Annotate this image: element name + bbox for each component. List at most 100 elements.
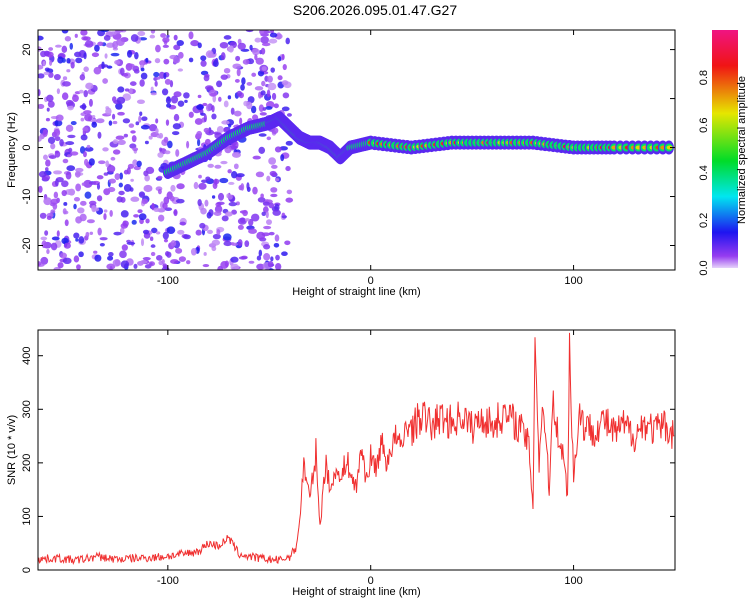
spectrogram-cell [172, 123, 182, 130]
spectrogram-cell [252, 186, 258, 195]
spectrogram-cell [121, 244, 128, 251]
spectrogram-cell [242, 59, 250, 65]
spectrogram-cell [137, 30, 146, 37]
spectrogram-cell [80, 30, 88, 36]
spectrogram-cell [103, 35, 111, 41]
spectrogram-cell [80, 134, 88, 141]
spectrogram-cell [172, 56, 181, 64]
spectrogram-cell [124, 88, 130, 92]
spectrogram-cell [222, 127, 228, 133]
spectrogram-cell [84, 40, 94, 48]
spectrogram-cell [135, 121, 140, 126]
spectrogram-cell [166, 34, 170, 38]
spectrogram-cell [150, 244, 156, 248]
spectrogram-cell [102, 78, 109, 84]
spectrogram-cell [155, 76, 161, 80]
spectrogram-cell [78, 89, 84, 94]
spectrogram-cell [119, 250, 127, 259]
spectrogram-cell [233, 163, 239, 170]
spectrogram-cell [62, 208, 67, 215]
spectrogram-cell [223, 100, 229, 108]
spectrogram-cell [61, 45, 68, 53]
spectrogram-xtick-label: -100 [157, 275, 179, 287]
spectrogram-cell [235, 55, 241, 62]
spectrogram-cell [197, 94, 202, 99]
spectrogram-cell [258, 249, 263, 257]
spectrogram-cell [266, 175, 271, 182]
spectrogram-cell [160, 33, 167, 38]
spectrogram-cell [117, 139, 126, 146]
spectrogram-cell [254, 86, 264, 91]
spectrogram-cell [42, 129, 48, 137]
spectrogram-cell [117, 111, 125, 116]
spectrogram-cell [136, 99, 145, 105]
spectrogram-cell [153, 71, 160, 78]
spectrogram-cell [261, 80, 266, 87]
spectrogram-frame [37, 29, 676, 271]
spectrogram-cell [98, 160, 106, 165]
spectrogram-cell [257, 197, 266, 203]
spectrogram-cell [260, 36, 269, 44]
spectrogram-cell [116, 196, 123, 203]
spectrogram-cell [270, 67, 275, 73]
spectrogram-cell [140, 72, 148, 80]
spectrogram-cell [83, 90, 88, 98]
spectrogram-cell [61, 92, 69, 101]
spectrogram-cell [221, 120, 230, 125]
spectrogram-cell [249, 44, 253, 51]
spectrogram-cell [157, 152, 164, 158]
spectrogram-cell [217, 192, 225, 201]
snr-ytick-label: 200 [21, 454, 33, 472]
spectrogram-cell [158, 132, 164, 139]
spectrogram-cell [211, 113, 217, 120]
spectrogram-cell [254, 54, 258, 61]
spectrogram-cell [43, 197, 52, 206]
spectrogram-cell [117, 86, 125, 93]
spectrogram-cell [270, 256, 274, 262]
spectrogram-cell [216, 125, 224, 134]
spectrogram-cell [140, 67, 145, 72]
spectrogram-cell [46, 94, 54, 103]
spectrogram-cell [207, 163, 214, 168]
spectrogram-cell [230, 263, 240, 270]
spectrogram-cell [260, 193, 264, 199]
spectrogram-cell [148, 261, 156, 267]
chart-title: S206.2026.095.01.47.G27 [292, 2, 458, 18]
spectrogram-cell [114, 173, 121, 181]
spectrogram-cell [112, 96, 117, 103]
spectrogram-cell [255, 57, 264, 65]
spectrogram-cell [54, 178, 59, 187]
spectrogram-cell [40, 256, 49, 265]
spectrogram-cell [162, 231, 169, 240]
spectrogram-cell [67, 154, 72, 158]
spectrogram-cell [101, 64, 109, 68]
spectrogram-cell [237, 42, 246, 50]
spectrogram-cell [163, 196, 170, 205]
spectrogram-cell [172, 131, 180, 136]
spectrogram-cell [96, 195, 103, 202]
spectrogram-cell [66, 57, 71, 64]
spectrogram-cell [54, 119, 63, 127]
spectrogram-cell [85, 231, 90, 238]
spectrogram-cell [227, 194, 233, 200]
spectrogram-cell [170, 184, 176, 192]
spectrogram-cell [42, 60, 46, 67]
spectrogram-cell [157, 175, 163, 180]
spectrogram-cell [62, 81, 71, 87]
spectrogram-cell [203, 252, 207, 256]
snr-xtick-label: 100 [564, 575, 582, 587]
spectrogram-cell [166, 226, 176, 234]
spectrogram-cell [49, 60, 53, 66]
spectrogram-cell [221, 215, 229, 222]
spectrogram-cell [238, 256, 248, 260]
spectrogram-cell [112, 120, 118, 125]
spectrogram-cell [82, 126, 89, 132]
spectrogram-cell [91, 52, 100, 58]
spectrogram-cell [205, 50, 214, 59]
spectrogram-cell [157, 188, 162, 195]
spectrogram-cell [165, 119, 170, 126]
spectrogram-cell [214, 57, 219, 64]
spectrogram-cell [230, 256, 239, 263]
spectrogram-cell [65, 141, 75, 146]
spectrogram-cell [236, 90, 242, 97]
